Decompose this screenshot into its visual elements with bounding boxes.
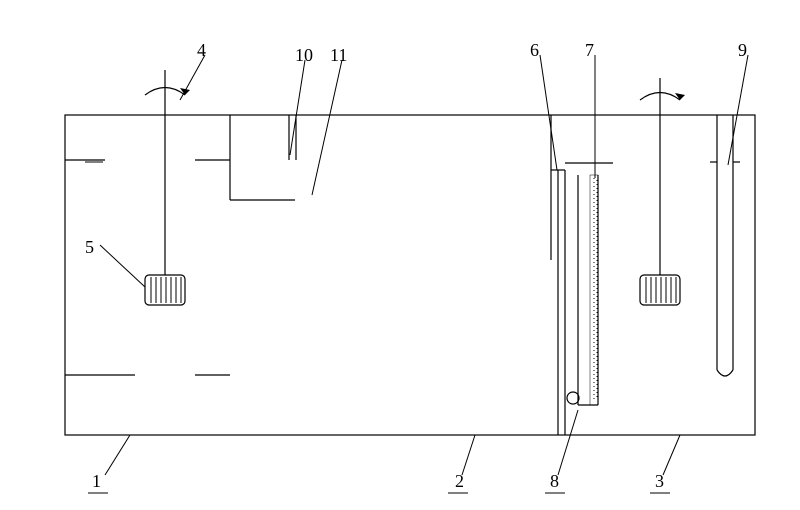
leader-5 xyxy=(100,245,145,287)
impeller-right xyxy=(640,275,680,305)
label-11: 11 xyxy=(330,45,347,66)
label-4: 4 xyxy=(197,40,206,61)
label-8: 8 xyxy=(550,471,559,492)
leader-3 xyxy=(663,435,680,475)
label-2: 2 xyxy=(455,471,464,492)
leader-6 xyxy=(540,55,557,170)
pipe-9 xyxy=(710,115,740,376)
leader-10 xyxy=(290,60,305,155)
leader-2 xyxy=(462,435,475,475)
membrane-7 xyxy=(578,175,598,405)
label-7: 7 xyxy=(585,40,594,61)
leader-4 xyxy=(180,55,205,100)
impeller-5 xyxy=(145,275,185,305)
label-3: 3 xyxy=(655,471,664,492)
leader-11 xyxy=(312,60,342,195)
technical-diagram: 4 10 11 6 7 9 5 1 2 8 3 xyxy=(0,0,800,510)
leader-8 xyxy=(558,410,578,475)
diagram-svg xyxy=(0,0,800,510)
label-1: 1 xyxy=(92,471,101,492)
label-6: 6 xyxy=(530,40,539,61)
label-10: 10 xyxy=(295,45,313,66)
leader-9 xyxy=(728,55,748,165)
label-9: 9 xyxy=(738,40,747,61)
label-5: 5 xyxy=(85,237,94,258)
item-8-circle xyxy=(567,392,579,404)
leader-1 xyxy=(105,435,130,475)
